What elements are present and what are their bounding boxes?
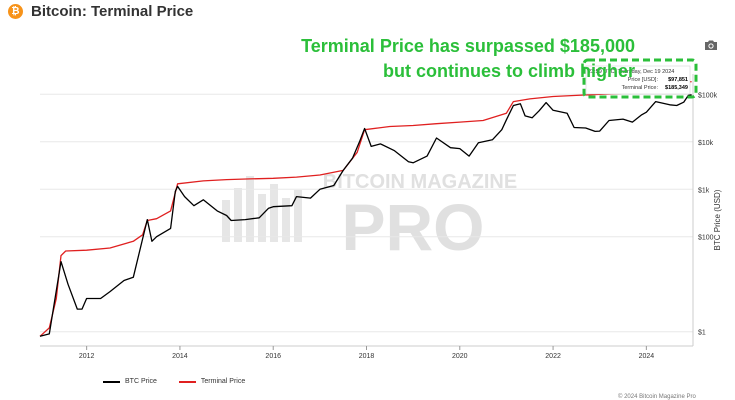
y-axis: $1 $100 $1k $10k $100k	[698, 92, 718, 336]
tooltip: 23:59 UTC, Thursday, Dec 19 2024 Price […	[585, 65, 691, 95]
legend-label-terminal-price: Terminal Price	[200, 378, 246, 385]
annotation: Terminal Price has surpassed $185,000 bu…	[290, 34, 635, 84]
tooltip-timestamp: 23:59 UTC, Thursday, Dec 19 2024	[588, 69, 674, 75]
watermark-text-bottom: PRO	[341, 190, 484, 264]
chart-header: ₿ Bitcoin: Terminal Price	[8, 3, 193, 20]
series-line-btc-price	[39, 94, 692, 337]
series-line-terminal-price	[39, 80, 692, 337]
x-tick-label: 2022	[545, 353, 561, 360]
y-tick-label: $1	[698, 330, 706, 337]
legend-swatch-terminal-price	[178, 380, 196, 383]
y-axis-label: BTC Price (USD)	[713, 189, 722, 250]
watermark-text-top: BITCOIN MAGAZINE	[323, 171, 517, 193]
grid	[40, 74, 694, 347]
y-tick-label: $10k	[698, 140, 714, 147]
legend-swatch-btc-price	[103, 380, 120, 383]
tooltip-price-label: Price [USD]:	[628, 77, 659, 83]
x-tick-label: 2020	[452, 353, 468, 360]
chart-title: Bitcoin: Terminal Price	[31, 3, 194, 20]
legend-item-btc-price[interactable]: BTC Price	[103, 378, 157, 385]
series-group	[39, 80, 692, 337]
x-tick-label: 2018	[359, 353, 375, 360]
watermark-logo-icon	[222, 176, 302, 242]
x-tick-label: 2016	[265, 353, 281, 360]
y-tick-label: $1k	[698, 187, 710, 194]
x-tick-label: 2012	[79, 353, 95, 360]
highlight-box	[582, 58, 698, 99]
y-tick-label: $100k	[698, 92, 718, 99]
legend: BTC Price Terminal Price	[103, 378, 245, 385]
annotation-line-1: Terminal Price has surpassed $185,000	[301, 36, 635, 56]
tooltip-terminal-label: Terminal Price:	[622, 85, 659, 91]
x-tick-label: 2024	[639, 353, 655, 360]
annotation-line-2: but continues to climb higher	[383, 61, 635, 81]
y-tick-label: $100	[698, 235, 714, 242]
tooltip-terminal-value: $185,349	[665, 85, 688, 91]
legend-item-terminal-price[interactable]: Terminal Price	[178, 378, 246, 385]
watermark: BITCOIN MAGAZINE PRO	[222, 171, 517, 264]
tooltip-price-value: $97,851	[668, 77, 688, 83]
copyright: © 2024 Bitcoin Magazine Pro	[618, 394, 696, 400]
x-tick-label: 2014	[172, 353, 188, 360]
x-axis: 2012 2014 2016 2018 2020 2022 2024	[79, 346, 654, 360]
bitcoin-icon: ₿	[8, 4, 23, 19]
legend-label-btc-price: BTC Price	[125, 378, 157, 385]
camera-icon[interactable]	[704, 39, 718, 51]
